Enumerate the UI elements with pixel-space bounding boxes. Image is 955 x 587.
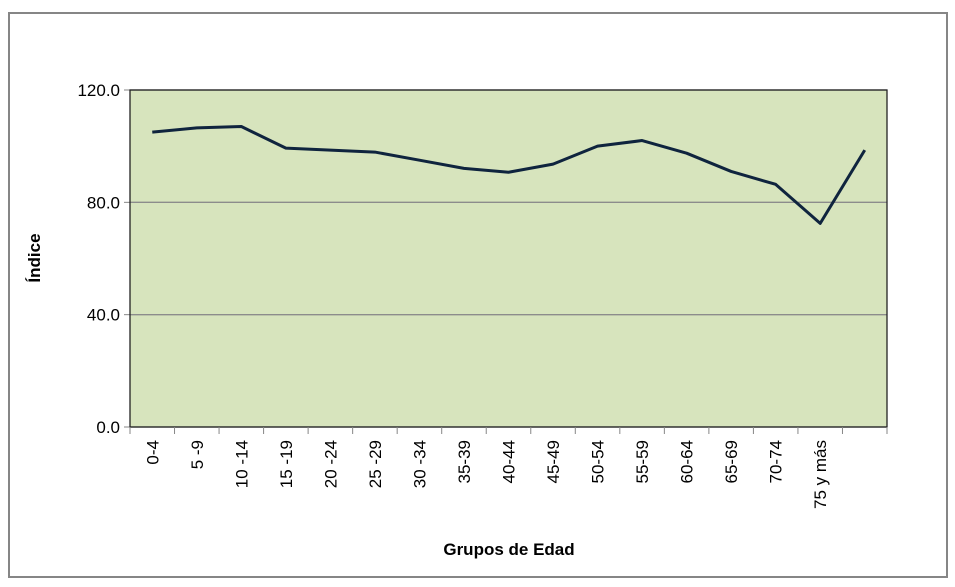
line-series (152, 125, 867, 225)
x-tick-label: 60-64 (678, 440, 697, 483)
x-tick-label: 20 -24 (321, 440, 340, 488)
plot-area (130, 90, 887, 427)
y-tick-label: 0.0 (96, 418, 120, 437)
x-tick-label: 40-44 (500, 440, 519, 483)
x-tick-label: 50-54 (589, 440, 608, 483)
x-tick-label: 10 -14 (232, 440, 251, 488)
y-tick-label: 80.0 (87, 193, 120, 212)
plot-border (129, 89, 888, 428)
x-tick-label: 30 -34 (410, 440, 429, 488)
x-tick-label: 15 -19 (277, 440, 296, 488)
x-tick-label: 70-74 (767, 440, 786, 483)
y-tick-label: 40.0 (87, 306, 120, 325)
y-axis-title: Índice (25, 233, 44, 282)
x-tick-label: 45-49 (544, 440, 563, 483)
x-tick-label: 0-4 (143, 440, 162, 465)
y-tick-label: 120.0 (77, 81, 120, 100)
x-tick-label: 5 -9 (188, 440, 207, 469)
x-tick-label: 55-59 (633, 440, 652, 483)
x-tick-label: 65-69 (722, 440, 741, 483)
x-axis-title: Grupos de Edad (443, 540, 574, 559)
x-tick-label: 25 -29 (366, 440, 385, 488)
x-tick-label: 35-39 (455, 440, 474, 483)
x-tick-label: 75 y más (811, 440, 830, 509)
